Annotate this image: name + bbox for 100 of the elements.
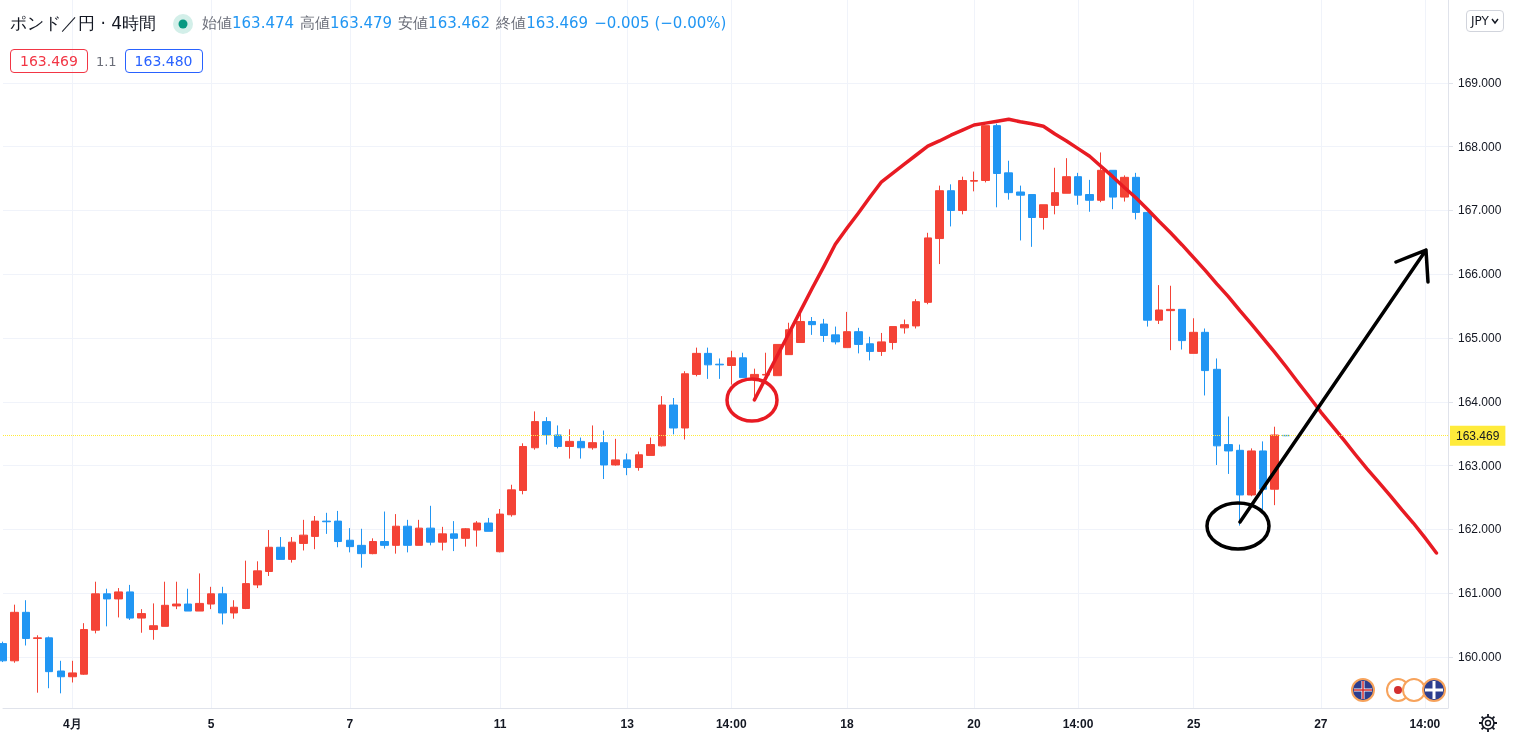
candlestick [1062,157,1071,194]
candlestick [565,428,574,460]
candlestick [600,430,608,480]
candlestick [1236,444,1244,527]
y-tick-label: 162.000 [1458,522,1502,537]
candlestick [1247,447,1256,497]
y-tick-label: 164.000 [1458,394,1502,409]
candlestick [981,125,990,183]
candlestick [889,326,897,351]
candlestick [1166,285,1175,351]
candlestick [265,529,273,577]
candlestick [334,510,342,548]
candlestick [831,326,840,345]
y-tick-label: 168.000 [1458,139,1502,154]
candlestick [276,536,285,560]
candlestick [519,442,527,495]
candlestick [739,352,747,379]
candlestick [1224,416,1233,475]
candlestick [854,327,863,354]
candlestick [727,350,736,386]
candlestick [438,526,447,551]
candlestick [1201,327,1209,396]
candlestick [646,437,655,456]
y-tick-label: 160.000 [1458,649,1502,664]
x-tick-label: 4月 [63,717,82,731]
annotation: 163.469 [526,14,589,32]
y-tick-label: 169.000 [1458,75,1502,90]
candlestick [554,424,562,449]
annotation: −0.005 (−0.00%) [594,14,727,32]
x-tick-label: 25 [1187,717,1201,731]
candlestick [57,660,65,694]
candlestick [1155,284,1163,325]
candlestick [1074,172,1082,206]
candlestick [484,517,493,532]
candlestick [426,505,435,546]
x-tick-label: 14:00 [1409,717,1441,731]
candlestick [866,336,874,361]
x-tick-label: 20 [967,717,982,731]
candlestick [461,527,470,548]
candlestick [380,511,389,550]
candlestick [531,410,539,451]
candlestick [970,171,978,192]
y-tick-label: 166.000 [1458,267,1502,282]
y-tick-label: 163.000 [1458,458,1502,473]
candlestick [322,512,331,535]
line-series [752,117,1439,555]
text: JPY [1471,14,1489,28]
candlestick [403,519,412,553]
candlestick [114,587,123,618]
annotation: 高値 [300,14,331,32]
candlestick [149,602,158,641]
candlestick [22,599,30,646]
candlestick [1178,308,1186,351]
candlestick [820,318,828,343]
candlestick [1039,204,1048,231]
candlestick [1213,357,1221,466]
candlestick [0,641,7,663]
candlestick [126,584,134,621]
text: ポンド／円 · 4時間 [10,12,157,35]
candlestick [542,416,551,446]
candlestick [715,357,724,380]
candlestick [172,581,181,610]
annotation: 163.479 [330,14,393,32]
candlestick [103,588,111,627]
y-tick-label: 165.000 [1458,331,1502,346]
candlestick [635,451,643,472]
candlestick [1259,440,1267,513]
candlestick [45,636,53,689]
x-tick-label: 18 [840,717,854,731]
annotation: 163.462 [428,14,491,32]
candlestick [230,599,238,620]
candlestick [346,527,354,553]
candlestick [1085,179,1094,213]
candlestick [473,520,481,548]
candlestick [195,572,204,612]
candlestick [1189,317,1198,354]
candlestick [161,581,169,627]
candlestick [877,332,886,357]
candlestick [947,183,955,227]
candlestick [137,608,146,634]
x-tick-label: 14:00 [1062,717,1094,731]
candlestick [623,453,631,476]
candlestick [704,347,712,380]
x-tick-label: 27 [1314,717,1328,731]
candlestick [507,484,516,518]
candlestick [253,560,262,589]
candlestick [692,347,701,377]
annotation: 安値 [398,14,429,32]
candlestick [958,176,967,215]
candlestick [496,508,504,553]
candlestick [658,395,666,447]
candlestick [369,537,377,555]
candlestick [357,528,366,569]
annotation: 始値 [202,14,233,32]
candlestick [392,513,400,555]
x-tick-label: 7 [346,717,354,731]
candlestick [311,515,319,550]
candlestick [415,519,423,546]
candlestick [912,298,920,329]
candlestick [242,560,250,610]
